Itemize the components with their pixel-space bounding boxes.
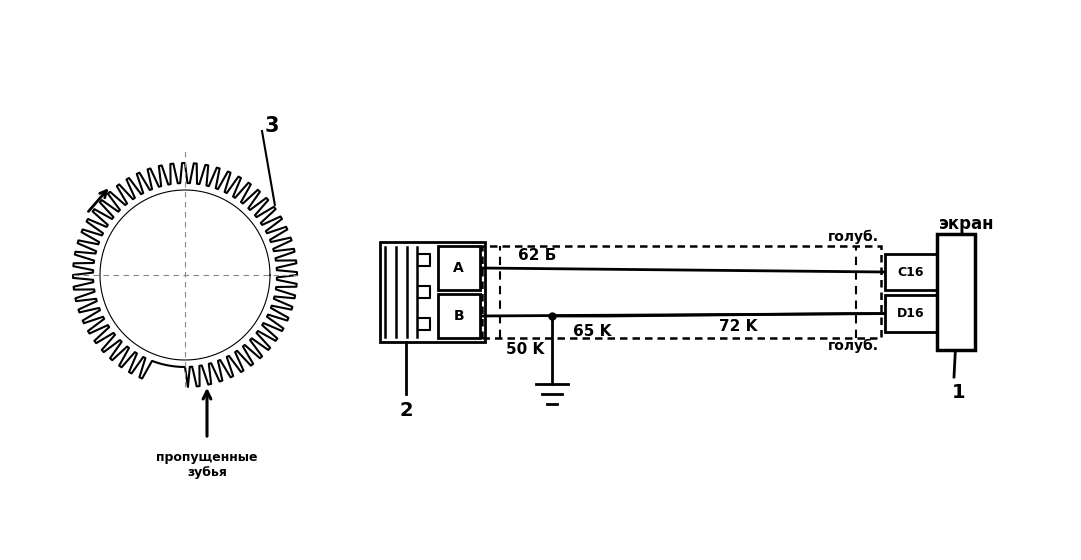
Text: 62 Б: 62 Б (518, 248, 557, 263)
Bar (482, 246, 881, 338)
Text: 2: 2 (400, 400, 413, 419)
Text: 65 K: 65 K (573, 324, 611, 339)
Text: голуб.: голуб. (828, 339, 879, 353)
Bar (885, 295, 937, 332)
Text: D16: D16 (897, 307, 925, 320)
Text: экран: экран (938, 215, 995, 233)
Text: 3: 3 (265, 116, 279, 136)
Bar (438, 246, 480, 290)
Bar (937, 234, 975, 350)
Text: голуб.: голуб. (828, 230, 879, 244)
Text: 72 K: 72 K (719, 319, 758, 334)
Text: 1: 1 (952, 382, 965, 402)
Bar (885, 254, 937, 291)
Text: B: B (453, 309, 464, 323)
Text: пропущенные
зубья: пропущенные зубья (157, 451, 257, 479)
Text: A: A (453, 261, 464, 275)
Text: 50 K: 50 K (506, 343, 544, 357)
Bar (381, 242, 485, 342)
Text: C16: C16 (897, 265, 924, 278)
Bar (438, 294, 480, 338)
